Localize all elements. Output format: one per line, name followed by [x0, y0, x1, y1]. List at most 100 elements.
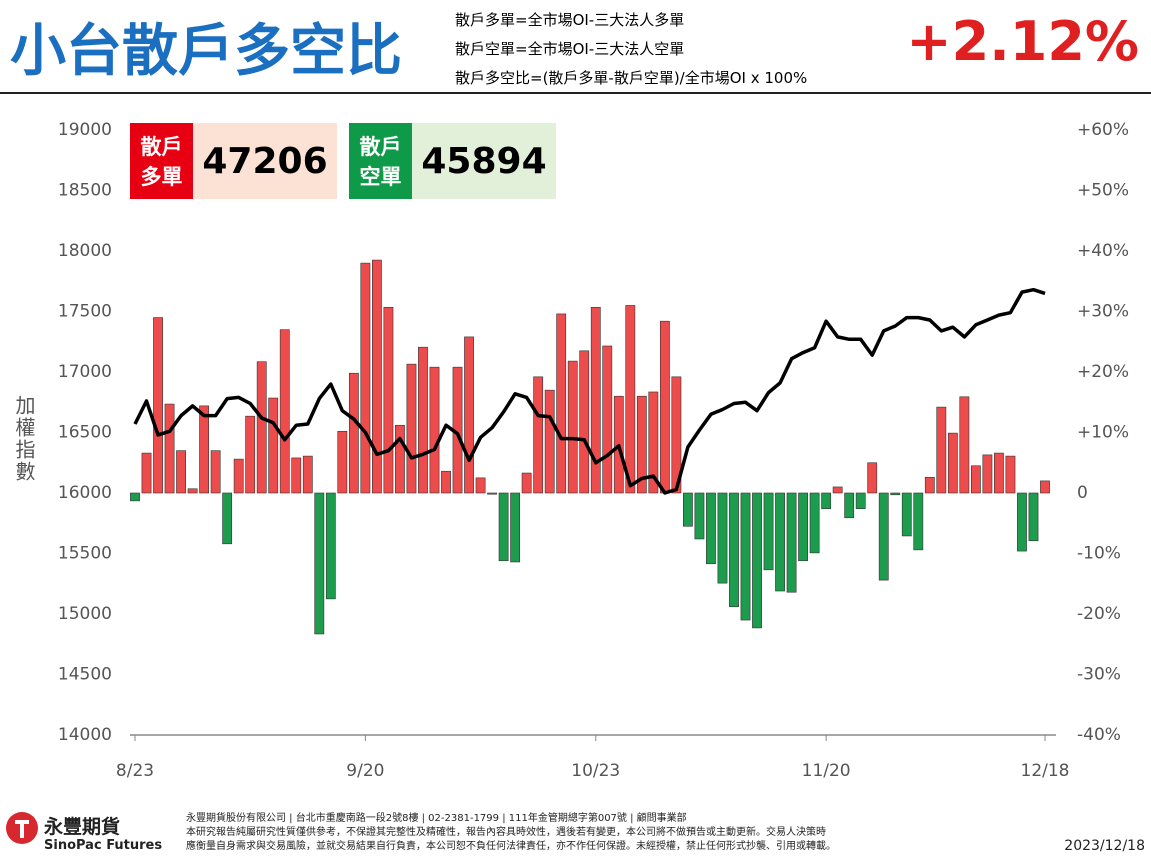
- bar: [452, 366, 463, 494]
- bar: [556, 313, 567, 494]
- bar: [210, 450, 221, 494]
- bar: [348, 372, 359, 494]
- bar: [314, 492, 325, 635]
- formula: 散戶空單=全市場OI-三大法人空單: [455, 40, 685, 58]
- bar: [740, 492, 751, 621]
- bar: [1040, 480, 1050, 494]
- box-value: 45894: [412, 123, 556, 199]
- bar: [418, 346, 428, 494]
- bar: [901, 492, 912, 537]
- bar: [752, 492, 762, 629]
- bar: [775, 492, 785, 592]
- bar: [706, 492, 716, 565]
- footer-line: 本研究報告純屬研究性質僅供參考，不保證其完整性及精確性，報告內容具時效性，遇後若…: [186, 827, 826, 838]
- bar: [717, 492, 728, 584]
- y2-tick-label: +10%: [1077, 423, 1129, 443]
- bar: [521, 472, 532, 494]
- bar: [936, 406, 947, 494]
- bar: [544, 389, 555, 494]
- bar: [602, 345, 613, 494]
- line: [133, 287, 1046, 495]
- bar: [913, 492, 924, 551]
- bar: [383, 306, 394, 494]
- x-tick-label: 12/18: [1021, 761, 1070, 781]
- formulas: 散戶多單=全市場OI-三大法人多單 散戶空單=全市場OI-三大法人空單 散戶多空…: [455, 6, 807, 93]
- bar: [579, 350, 590, 494]
- x-tick-label: 11/20: [802, 761, 851, 781]
- bar: [141, 452, 152, 494]
- bar: [970, 465, 981, 494]
- bar: [613, 395, 624, 494]
- y2-tick-label: +60%: [1077, 120, 1129, 140]
- bar: [798, 492, 809, 562]
- y-tick-label: 14500: [58, 665, 112, 685]
- date: 2023/12/18: [1064, 838, 1145, 854]
- y2-tick-label: 0: [1077, 483, 1088, 503]
- bar: [153, 317, 163, 494]
- bar: [832, 486, 843, 494]
- x-tick-label: 10/23: [571, 761, 620, 781]
- bar: [625, 305, 636, 494]
- bar: [947, 432, 958, 494]
- bar: [429, 366, 440, 494]
- bar: [924, 476, 935, 494]
- bar: [130, 492, 140, 502]
- bar: [464, 336, 474, 494]
- bar: [844, 492, 855, 519]
- y-tick-label: 18500: [58, 181, 112, 201]
- x-tick-label: 8/23: [116, 761, 154, 781]
- divider: [0, 92, 1151, 94]
- bar: [487, 492, 497, 495]
- bar: [268, 397, 279, 494]
- disclaimer: 永豐期貨股份有限公司 | 台北市重慶南路一段2號8樓 | 02-2381-179…: [186, 812, 836, 854]
- y-tick-label: 15500: [58, 544, 112, 564]
- bar: [325, 492, 336, 600]
- y-tick-label: 18000: [58, 241, 112, 261]
- title: 小台散戶多空比: [10, 19, 402, 84]
- box-label: 散戶 多單: [130, 123, 193, 199]
- footer-line: 應衡量自身需求與交易風險，並就交易結果自行負責，本公司恕不負任何法律責任，亦不作…: [186, 841, 836, 852]
- bar: [371, 259, 382, 494]
- formula: 散戶多空比=(散戶多單-散戶空單)/全市場OI x 100%: [455, 69, 808, 87]
- bar: [694, 492, 705, 540]
- bar: [441, 470, 451, 494]
- y-tick-label: 19000: [58, 120, 112, 140]
- bar: [729, 492, 739, 608]
- bar: [245, 415, 256, 494]
- bar: [406, 363, 417, 494]
- bar: [659, 320, 670, 494]
- bar: [222, 492, 233, 545]
- bar: [498, 492, 509, 562]
- bar: [233, 458, 244, 494]
- y2-tick-label: +40%: [1077, 241, 1129, 261]
- bar: [855, 492, 866, 510]
- bar: [360, 262, 371, 494]
- bar: [337, 430, 348, 494]
- bar: [256, 361, 267, 494]
- y2-tick-label: +20%: [1077, 362, 1129, 382]
- formula: 散戶多單=全市場OI-三大法人多單: [455, 11, 685, 29]
- y-axis-title: 加權指數: [12, 395, 36, 483]
- y2-tick-label: -20%: [1077, 604, 1121, 624]
- bar: [533, 376, 544, 494]
- bar: [279, 329, 290, 494]
- bar: [1005, 455, 1016, 494]
- bar: [821, 492, 832, 510]
- brand: 永豐期貨: [44, 816, 121, 838]
- bar: [1017, 492, 1027, 552]
- y2-tick-label: +30%: [1077, 302, 1129, 322]
- y-tick-label: 14000: [58, 725, 112, 745]
- y-tick-label: 15000: [58, 604, 112, 624]
- y-tick-label: 17500: [58, 302, 112, 322]
- brand-en: SinoPac Futures: [44, 838, 163, 853]
- y2-tick-label: -40%: [1077, 725, 1121, 745]
- bar: [878, 492, 889, 581]
- bar: [671, 376, 682, 494]
- y-tick-label: 16500: [58, 423, 112, 443]
- x-tick-label: 9/20: [346, 761, 384, 781]
- bar: [636, 395, 647, 494]
- bar: [648, 391, 659, 494]
- bar: [763, 492, 774, 571]
- change: +2.12%: [906, 10, 1139, 73]
